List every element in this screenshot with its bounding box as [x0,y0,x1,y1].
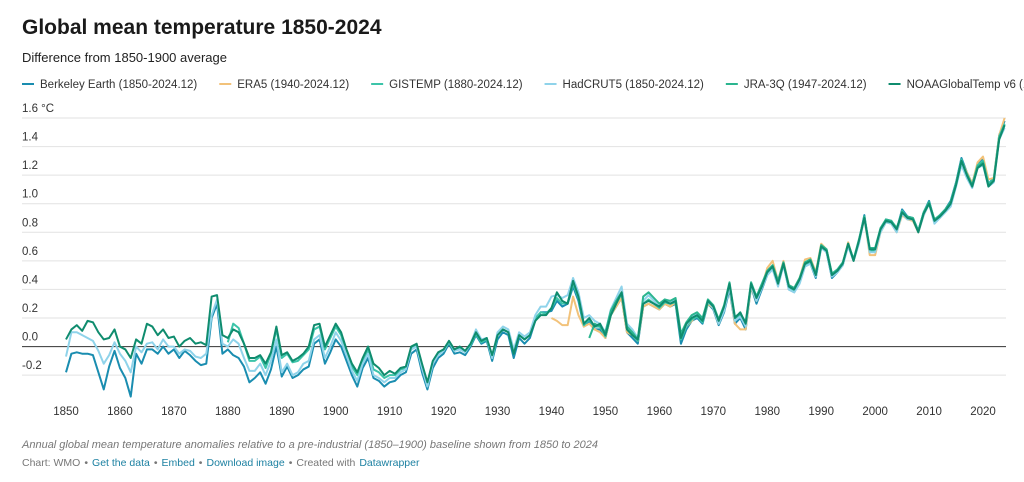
x-tick-label: 1880 [215,406,241,418]
footer-link[interactable]: Embed [162,457,195,469]
series-line [65,127,1006,388]
x-tick-label: 1960 [647,406,673,418]
separator: • [154,457,158,469]
legend-label: JRA-3Q (1947-2024.12) [744,79,867,91]
x-tick-label: 1930 [485,406,511,418]
y-tick-label: 0.8 [22,217,38,229]
legend-label: Berkeley Earth (1850-2024.12) [40,79,197,91]
x-tick-label: 1910 [377,406,403,418]
x-tick-label: 2000 [862,406,888,418]
chart-notes: Annual global mean temperature anomalies… [21,439,598,451]
x-tick-label: 1950 [593,406,619,418]
credit: Created with [296,457,355,469]
y-tick-label: 0.2 [22,303,38,315]
footer-link[interactable]: Get the data [92,457,150,469]
legend: Berkeley Earth (1850-2024.12) ERA5 (1940-… [22,79,1024,91]
y-tick-label: 0.6 [22,246,38,258]
x-tick-label: 1990 [808,406,834,418]
x-tick-label: 1900 [323,406,349,418]
y-tick-label: 1.4 [22,132,39,144]
credit-link[interactable]: Datawrapper [359,457,420,469]
x-tick-label: 1920 [431,406,457,418]
plot [65,117,1006,398]
x-tick-label: 1940 [539,406,565,418]
grid: -0.2 0.0 0.2 0.4 0.6 0.8 1.0 1.2 1.4 1.6 °C 1850 18… [22,103,1006,418]
footer: Chart: WMO • Get the data • Embed • Download i… [22,457,420,469]
x-tick-label: 1890 [269,406,295,418]
legend-label: HadCRUT5 (1850-2024.12) [563,79,704,91]
x-tick-label: 1870 [161,406,187,418]
legend-label: ERA5 (1940-2024.12) [237,79,349,91]
y-tick-label: -0.2 [22,360,42,372]
series-line [551,117,1006,342]
x-tick-label: 1860 [107,406,133,418]
legend-label: NOAAGlobalTemp v6 (1850-2024.12) [907,79,1024,91]
legend-label: GISTEMP (1880-2024.12) [389,79,523,91]
separator: • [84,457,88,469]
chart-subtitle: Difference from 1850-1900 average [22,50,227,65]
x-tick-label: 1980 [754,406,780,418]
y-tick-label: 0.0 [22,332,38,344]
x-tick-label: 2020 [970,406,996,418]
x-tick-label: 1850 [53,406,79,418]
y-tick-label: 1.6 °C [22,103,54,115]
series-line [65,124,1006,384]
series-line [65,120,1006,398]
separator: • [289,457,293,469]
separator: • [199,457,203,469]
y-tick-label: 1.2 [22,160,38,172]
x-tick-label: 1970 [701,406,727,418]
y-tick-label: 0.4 [22,274,39,286]
chart-title: Global mean temperature 1850-2024 [22,16,382,39]
footer-link[interactable]: Download image [206,457,284,469]
source: Chart: WMO [22,457,80,469]
x-tick-label: 2010 [916,406,942,418]
y-tick-label: 1.0 [22,189,38,201]
